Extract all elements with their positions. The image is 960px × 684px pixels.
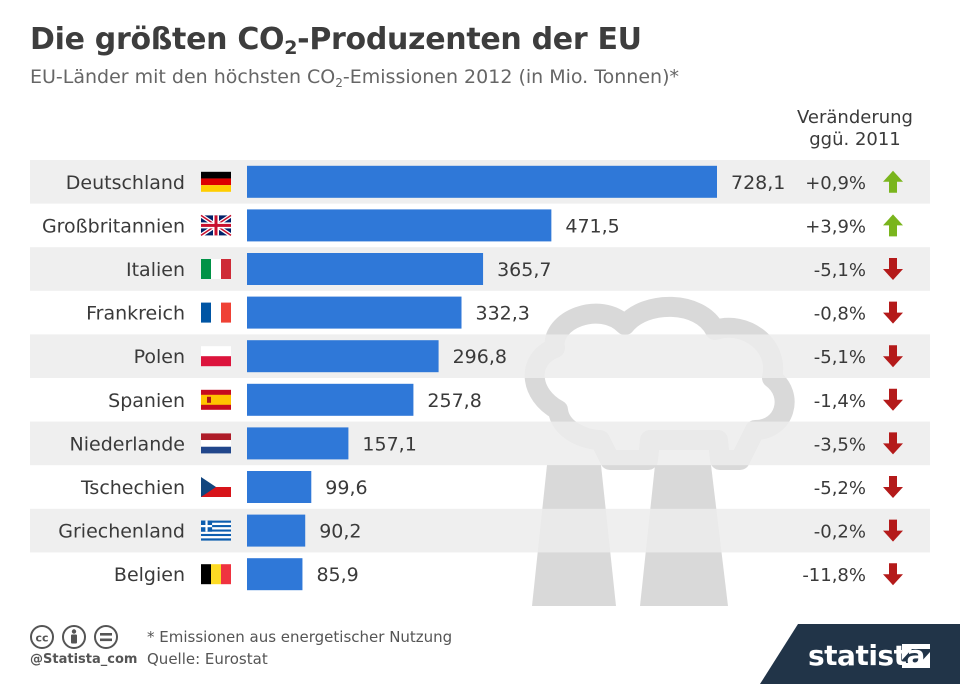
value-label: 90,2 xyxy=(319,521,361,543)
bar xyxy=(247,165,717,198)
category-label: Großbritannien xyxy=(42,215,185,237)
arrow-down-icon xyxy=(883,301,903,324)
flag-pl-icon xyxy=(201,346,231,367)
change-label: -5,1% xyxy=(814,260,866,281)
bar xyxy=(247,209,552,242)
value-label: 99,6 xyxy=(325,477,367,499)
chart-title: Die größten CO2-Produzenten der EU xyxy=(30,22,642,59)
bar xyxy=(247,558,303,591)
arrow-down-icon xyxy=(883,345,903,368)
category-label: Polen xyxy=(134,346,185,368)
no-derivatives-icon xyxy=(94,625,118,649)
change-header-line2: ggü. 2011 xyxy=(809,129,901,150)
change-label: +3,9% xyxy=(805,216,866,237)
flag-gb-icon xyxy=(199,213,233,238)
arrow-down-icon xyxy=(883,519,903,542)
category-label: Tschechien xyxy=(80,477,185,499)
flag-fr-icon xyxy=(201,302,231,323)
bar xyxy=(247,471,312,503)
row-stripe xyxy=(30,508,930,553)
footnote-text: * Emissionen aus energetischer Nutzung xyxy=(147,628,453,646)
flag-es-icon xyxy=(201,389,231,410)
change-label: -11,8% xyxy=(802,565,866,586)
flag-de-icon xyxy=(201,171,231,192)
value-label: 728,1 xyxy=(731,172,785,194)
category-label: Belgien xyxy=(114,564,185,586)
value-label: 296,8 xyxy=(453,346,507,368)
arrow-down-icon xyxy=(883,388,903,411)
value-label: 85,9 xyxy=(316,564,358,586)
chart-subtitle: EU-Länder mit den höchsten CO2-Emissione… xyxy=(30,66,679,90)
chart-rows: Deutschland 728,1 +0,9% Großbritannien 471,5… xyxy=(30,160,930,591)
bar xyxy=(247,340,439,373)
change-label: -3,5% xyxy=(814,434,866,455)
flag-cz-icon xyxy=(201,477,231,497)
arrow-up-icon xyxy=(883,214,903,237)
arrow-up-icon xyxy=(883,170,903,193)
value-label: 157,1 xyxy=(362,433,416,455)
license-icons: cc xyxy=(30,624,125,654)
change-label: -0,8% xyxy=(814,304,866,325)
svg-text:cc: cc xyxy=(35,632,48,645)
change-label: -1,4% xyxy=(814,391,866,412)
arrow-down-icon xyxy=(883,476,903,498)
value-label: 365,7 xyxy=(497,259,551,281)
change-label: -5,1% xyxy=(814,347,866,368)
footnote-block: * Emissionen aus energetischer Nutzung Q… xyxy=(147,626,452,670)
value-label: 332,3 xyxy=(476,303,530,325)
category-label: Griechenland xyxy=(58,521,185,543)
bar xyxy=(247,383,414,416)
change-header-line1: Veränderung xyxy=(797,107,913,128)
creative-commons-icon: cc xyxy=(30,625,54,649)
change-column-header: Veränderung ggü. 2011 xyxy=(790,107,920,151)
arrow-down-icon xyxy=(883,258,903,280)
flag-nl-icon xyxy=(201,433,231,454)
row-stripe xyxy=(30,334,930,378)
value-label: 471,5 xyxy=(565,215,619,237)
arrow-down-icon xyxy=(883,432,903,455)
change-label: -5,2% xyxy=(814,478,866,499)
category-label: Frankreich xyxy=(86,303,185,325)
attribution-icon xyxy=(62,625,86,649)
source-text: Quelle: Eurostat xyxy=(147,650,268,668)
category-label: Spanien xyxy=(108,390,185,412)
value-label: 257,8 xyxy=(427,390,481,412)
flag-it-icon xyxy=(201,259,231,279)
arrow-down-icon xyxy=(883,563,903,586)
bar xyxy=(247,427,349,460)
category-label: Deutschland xyxy=(66,172,185,194)
bar xyxy=(247,253,484,285)
flag-be-icon xyxy=(201,564,231,585)
change-label: -0,2% xyxy=(814,522,866,543)
category-label: Italien xyxy=(126,259,185,281)
brand-footer-wedge xyxy=(760,624,960,684)
bar xyxy=(247,296,462,329)
flag-gr-icon xyxy=(201,520,231,541)
row-stripe xyxy=(30,421,930,466)
change-label: +0,9% xyxy=(805,173,866,194)
category-label: Niederlande xyxy=(70,433,185,455)
twitter-credit: @Statista_com xyxy=(30,652,138,667)
bar xyxy=(247,514,306,547)
statista-logo-icon xyxy=(902,644,930,668)
